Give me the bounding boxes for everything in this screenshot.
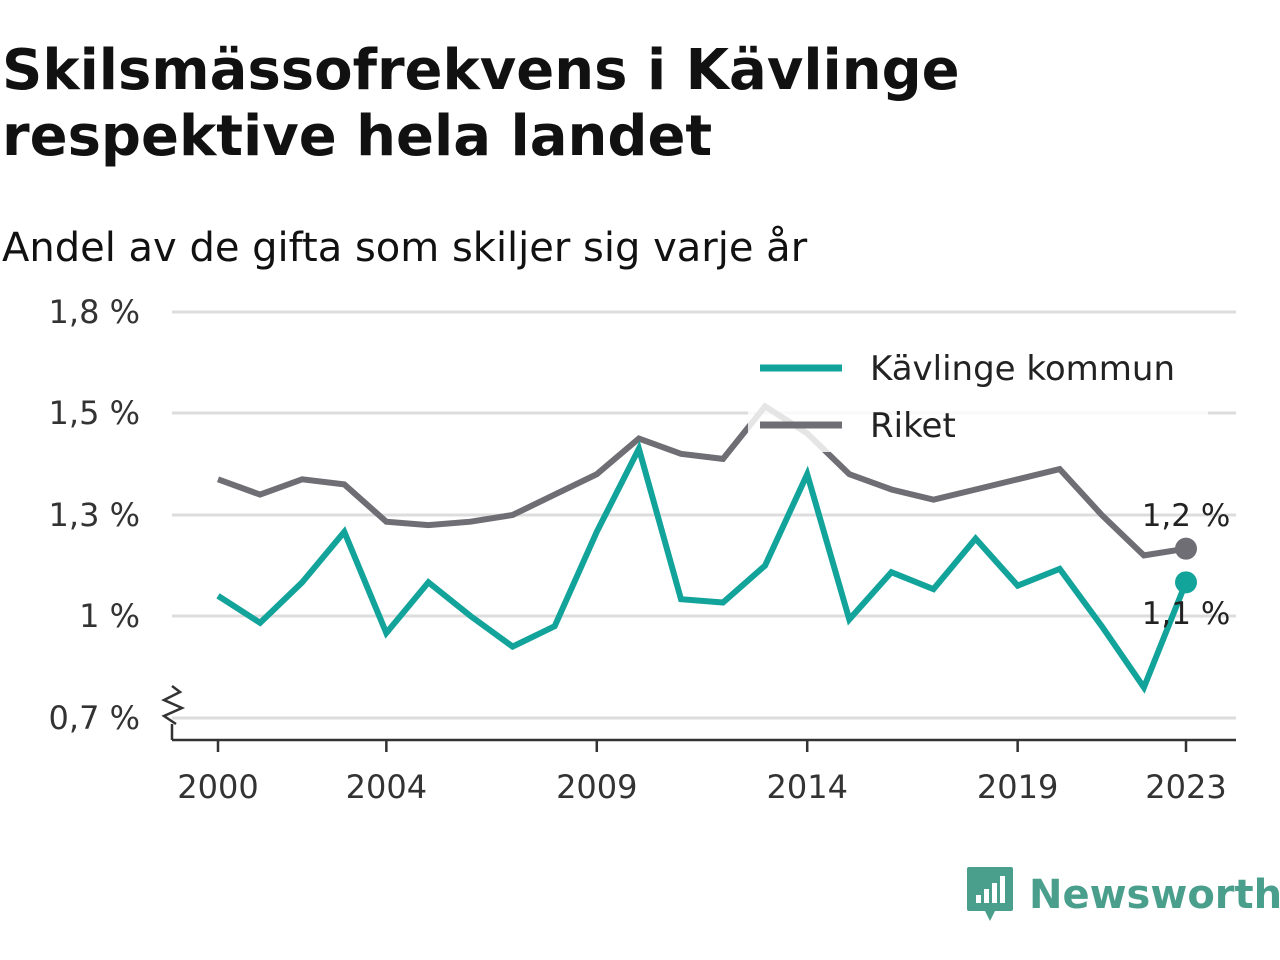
end-label-riket: 1,2 % — [1142, 498, 1231, 534]
brand-name: Newsworthy — [1029, 872, 1280, 918]
x-tick-label: 2004 — [346, 768, 427, 806]
y-tick-label: 1,3 % — [49, 496, 140, 534]
y-axis: 0,7 % 1 % 1,3 % 1,5 % 1,8 % — [49, 293, 186, 740]
x-tick-label: 2000 — [177, 768, 258, 806]
legend-label-riket: Riket — [870, 406, 956, 446]
x-tick-label: 2014 — [766, 768, 847, 806]
legend: Kävlinge kommun Riket — [748, 340, 1208, 452]
chart-subtitle: Andel av de gifta som skiljer sig varje … — [2, 225, 808, 271]
legend-label-kavlinge: Kävlinge kommun — [870, 349, 1175, 389]
x-tick-label: 2019 — [977, 768, 1058, 806]
series-lines — [216, 402, 1197, 694]
y-tick-label: 0,7 % — [49, 699, 140, 737]
y-tick-label: 1 % — [79, 597, 140, 635]
legend-background — [748, 340, 1208, 452]
x-axis: 2000 2004 2009 2014 2019 2023 — [172, 738, 1236, 806]
x-tick-label: 2023 — [1145, 768, 1226, 806]
chart-title: Skilsmässofrekvens i Kävlinge respektive… — [2, 38, 960, 169]
newsworthy-logo-icon — [967, 867, 1013, 921]
y-tick-label: 1,5 % — [49, 394, 140, 432]
series-end-point-riket — [1175, 537, 1197, 560]
brand: Newsworthy — [965, 865, 1280, 925]
x-tick-label: 2009 — [556, 768, 637, 806]
axis-break-icon — [161, 685, 186, 726]
series-end-point-kavlinge — [1175, 571, 1197, 594]
end-labels: 1,2 % 1,1 % — [1142, 498, 1231, 632]
series-line-riket — [216, 402, 1187, 559]
series-line-kavlinge — [216, 440, 1189, 694]
end-label-kavlinge: 1,1 % — [1142, 596, 1231, 632]
y-tick-label: 1,8 % — [49, 293, 140, 331]
